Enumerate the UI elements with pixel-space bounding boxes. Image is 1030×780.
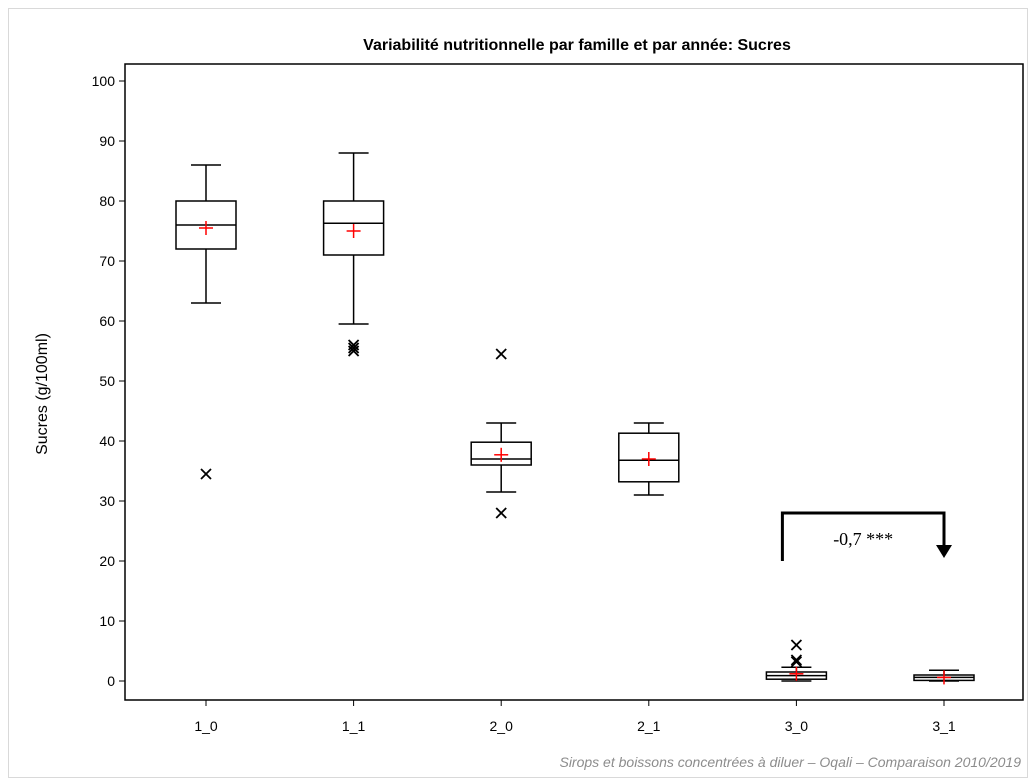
outlier-point — [495, 348, 507, 360]
box-2_0 — [470, 348, 532, 519]
source-footnote: Sirops et boissons concentrées à diluer … — [559, 754, 1021, 770]
outlier-point — [347, 342, 360, 354]
outlier-point — [347, 339, 360, 351]
y-tick-label: 100 — [92, 73, 116, 89]
significance-annotation: -0,7 *** — [780, 511, 952, 561]
x-axis: 1_0 1_1 2_0 2_1 3_0 3_1 — [194, 700, 956, 734]
annotation-bracket — [780, 511, 946, 561]
y-tick-label: 70 — [99, 253, 115, 269]
x-tick-label: 2_0 — [490, 718, 514, 734]
outlier-point — [790, 656, 803, 668]
y-tick-label: 10 — [99, 613, 115, 629]
x-tick-label: 3_1 — [932, 718, 956, 734]
outlier-point — [200, 468, 212, 480]
outlier-point — [790, 639, 803, 651]
x-tick-label: 2_1 — [637, 718, 661, 734]
box-1_1 — [322, 152, 385, 357]
y-axis-label: Sucres (g/100ml) — [34, 333, 51, 455]
y-tick-label: 30 — [99, 493, 115, 509]
y-tick-label: 60 — [99, 313, 115, 329]
boxplot-chart: Variabilité nutritionnelle par famille e… — [34, 37, 1024, 770]
box-2_1 — [618, 422, 680, 496]
box-3_1 — [913, 669, 975, 685]
x-tick-label: 3_0 — [785, 718, 809, 734]
y-tick-label: 0 — [107, 673, 115, 689]
y-tick-label: 40 — [99, 433, 115, 449]
y-axis: 0 10 20 30 40 50 60 70 80 90 100 — [92, 73, 125, 689]
box-3_0 — [765, 639, 828, 682]
plot-area — [124, 63, 1024, 701]
x-tick-label: 1_1 — [342, 718, 366, 734]
y-tick-label: 20 — [99, 553, 115, 569]
y-tick-label: 90 — [99, 133, 115, 149]
y-tick-label: 50 — [99, 373, 115, 389]
x-tick-label: 1_0 — [194, 718, 218, 734]
chart-title: Variabilité nutritionnelle par famille e… — [363, 37, 791, 54]
y-tick-label: 80 — [99, 193, 115, 209]
boxes — [175, 152, 975, 685]
box-1_0 — [175, 164, 237, 480]
annotation-arrowhead — [936, 545, 952, 558]
outlier-point — [790, 654, 803, 666]
outlier-point — [495, 507, 507, 519]
annotation-text: -0,7 *** — [833, 529, 893, 549]
chart-frame: Variabilité nutritionnelle par famille e… — [8, 8, 1028, 778]
